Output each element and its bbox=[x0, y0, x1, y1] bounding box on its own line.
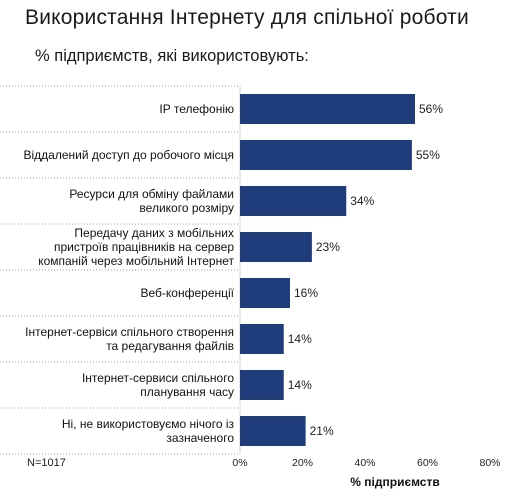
x-tick-label: 0% bbox=[232, 457, 247, 469]
chart-subtitle: % підприємств, які використовують: bbox=[35, 47, 309, 65]
category-label-line: Інтернет-сервіси спільного створення bbox=[25, 325, 234, 339]
category-label-line: та редагування файлів bbox=[106, 339, 234, 353]
bar-value-label: 14% bbox=[288, 332, 312, 346]
category-label: Передачу даних з мобільних пристроїв прац… bbox=[38, 226, 234, 268]
bar bbox=[240, 370, 284, 400]
bar-value-label: 23% bbox=[316, 240, 340, 254]
category-label-line: компаній через мобільний Інтернет bbox=[38, 254, 234, 268]
category-label-line: Віддалений доступ до робочого місця bbox=[23, 148, 234, 162]
bar bbox=[240, 94, 415, 124]
category-label-line: Інтернет-сервиси спільного bbox=[82, 371, 234, 385]
x-tick-label: 80% bbox=[479, 457, 500, 469]
category-label: Віддалений доступ до робочого місця bbox=[23, 148, 234, 162]
category-label-line: Веб-конференції bbox=[141, 286, 235, 300]
category-label-line: пристроїв працівників на сервер bbox=[54, 240, 234, 254]
category-label: Ресурси для обміну файлами великого розмі… bbox=[69, 187, 234, 215]
bar bbox=[240, 232, 312, 262]
category-label-line: Ні, не використовуємо нічого із bbox=[62, 417, 235, 431]
sample-size-note: N=1017 bbox=[27, 457, 66, 469]
category-label: IP телефонію bbox=[159, 102, 234, 116]
x-axis-title: % підприємств bbox=[350, 475, 439, 489]
category-label-line: Передачу даних з мобільних bbox=[74, 226, 234, 240]
x-tick-label: 20% bbox=[292, 457, 313, 469]
category-label-line: IP телефонію bbox=[159, 102, 234, 116]
bar bbox=[240, 186, 347, 216]
bar-value-label: 56% bbox=[419, 102, 443, 116]
x-tick-label: 60% bbox=[417, 457, 438, 469]
category-label-line: великого розміру bbox=[139, 201, 234, 215]
bar bbox=[240, 278, 290, 308]
x-tick-label: 40% bbox=[354, 457, 375, 469]
category-label: Інтернет-сервиси спільного планування час… bbox=[82, 371, 234, 399]
bar bbox=[240, 324, 284, 354]
bar-value-label: 34% bbox=[350, 194, 374, 208]
bar-value-label: 16% bbox=[294, 286, 318, 300]
bar-value-label: 55% bbox=[416, 148, 440, 162]
bar-value-label: 14% bbox=[288, 378, 312, 392]
category-label-line: планування часу bbox=[140, 385, 234, 399]
category-label: Інтернет-сервіси спільного створення та р… bbox=[25, 325, 234, 353]
bar-value-label: 21% bbox=[310, 424, 334, 438]
category-label: Веб-конференції bbox=[141, 286, 235, 300]
category-label: Ні, не використовуємо нічого із зазначено… bbox=[62, 417, 235, 445]
bar bbox=[240, 416, 306, 446]
category-label-line: зазначеного bbox=[166, 431, 234, 445]
chart-title: Використання Інтернету для спільної робо… bbox=[25, 6, 469, 29]
bar bbox=[240, 140, 412, 170]
category-label-line: Ресурси для обміну файлами bbox=[69, 187, 234, 201]
